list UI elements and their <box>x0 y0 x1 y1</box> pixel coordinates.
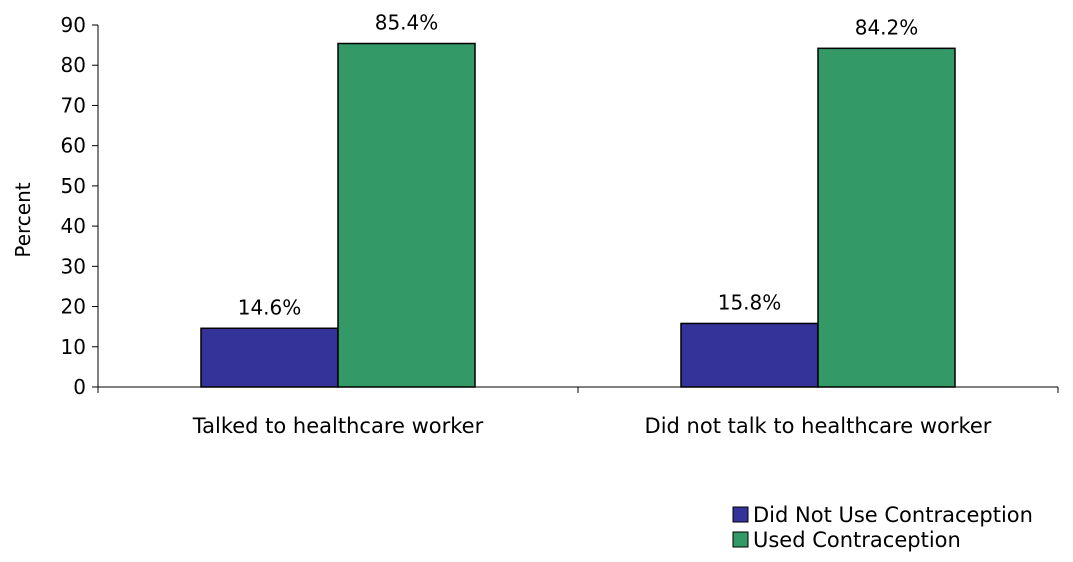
y-tick-label: 10 <box>61 335 86 359</box>
y-tick-label: 70 <box>61 93 86 117</box>
axes: 0 10 20 30 40 50 60 70 80 90 Talked to healthcare … <box>61 13 1059 438</box>
y-tick-label: 60 <box>61 134 86 158</box>
legend-label: Used Contraception <box>753 528 961 552</box>
y-tick-label: 90 <box>61 13 86 37</box>
y-tick-label: 0 <box>73 375 86 399</box>
data-label: 14.6% <box>238 295 302 319</box>
bars: 14.6% 85.4% 15.8% 84.2% <box>200 11 956 388</box>
bar <box>200 327 339 388</box>
legend-swatch <box>732 506 749 523</box>
y-tick-label: 50 <box>61 174 86 198</box>
x-category-label: Did not talk to healthcare worker <box>645 414 992 438</box>
bar <box>817 47 956 388</box>
legend-swatch <box>732 531 749 548</box>
y-tick-label: 30 <box>61 254 86 278</box>
y-tick-label: 20 <box>61 295 86 319</box>
x-category-label: Talked to healthcare worker <box>192 414 484 438</box>
data-label: 84.2% <box>855 15 919 39</box>
bar <box>337 42 476 388</box>
legend-label: Did Not Use Contraception <box>753 503 1033 527</box>
data-label: 15.8% <box>718 290 782 314</box>
y-axis-title: Percent <box>11 182 35 257</box>
data-label: 85.4% <box>375 11 439 35</box>
y-tick-label: 40 <box>61 214 86 238</box>
y-tick-label: 80 <box>61 53 86 77</box>
bar <box>680 322 819 388</box>
